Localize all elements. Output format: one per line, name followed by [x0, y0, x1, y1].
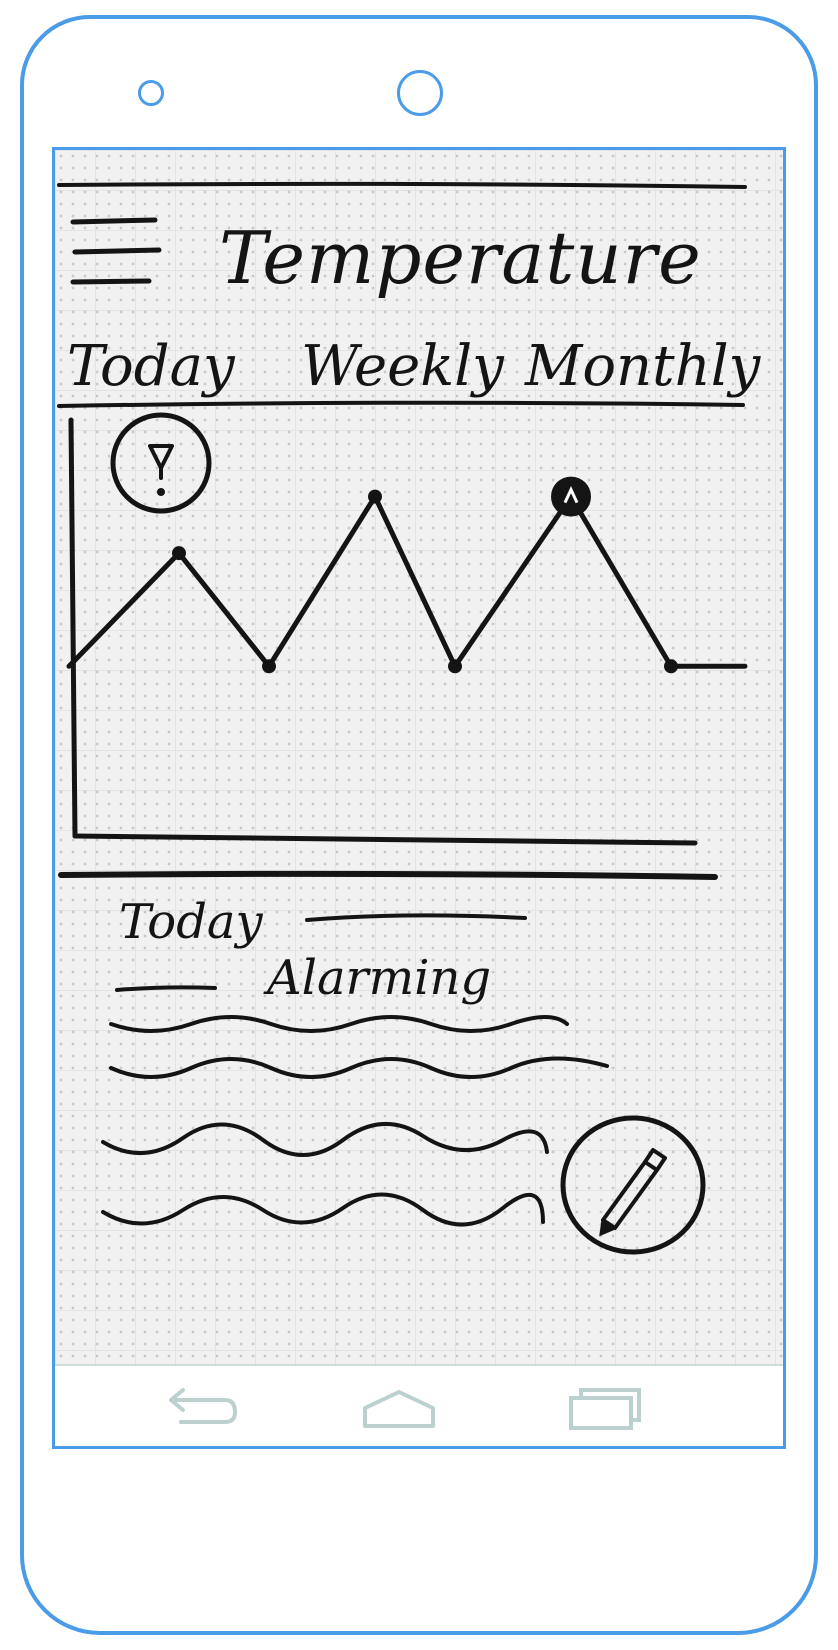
page-title: Temperature	[219, 216, 702, 300]
data-point[interactable]	[664, 659, 678, 674]
data-point[interactable]	[368, 489, 382, 504]
placeholder-line-1	[109, 1015, 569, 1033]
temperature-chart	[66, 476, 748, 674]
data-point[interactable]	[262, 659, 276, 674]
sketch-canvas	[57, 181, 748, 1255]
front-camera	[397, 70, 443, 116]
y-axis	[68, 417, 78, 839]
app-screen: Temperature Today Weekly Monthly Today A…	[52, 147, 786, 1449]
status-label: Alarming	[267, 950, 492, 1006]
temperature-line	[66, 494, 748, 669]
summary-heading: Today	[119, 894, 263, 950]
tab-weekly[interactable]: Weekly	[301, 334, 504, 399]
system-nav-bar	[55, 1364, 783, 1446]
data-point[interactable]	[448, 659, 462, 674]
edit-fab[interactable]	[560, 1115, 706, 1255]
tab-monthly[interactable]: Monthly	[525, 334, 761, 399]
alarm-peak-point[interactable]	[551, 476, 591, 517]
placeholder-line-4	[101, 1192, 545, 1227]
tab-today[interactable]: Today	[67, 334, 235, 399]
pencil-icon	[599, 1148, 667, 1237]
exclamation-icon[interactable]	[110, 412, 212, 514]
home-icon[interactable]	[359, 1386, 439, 1430]
front-sensor	[138, 80, 164, 106]
recents-icon[interactable]	[565, 1386, 645, 1430]
phone-frame	[20, 15, 818, 1635]
alarm-peak-marker	[563, 485, 579, 504]
menu-icon[interactable]	[70, 217, 162, 285]
placeholder-line-2	[109, 1056, 609, 1079]
placeholder-line-3	[101, 1122, 549, 1157]
data-point[interactable]	[172, 546, 186, 561]
x-axis	[72, 833, 698, 846]
back-icon[interactable]	[161, 1386, 241, 1430]
